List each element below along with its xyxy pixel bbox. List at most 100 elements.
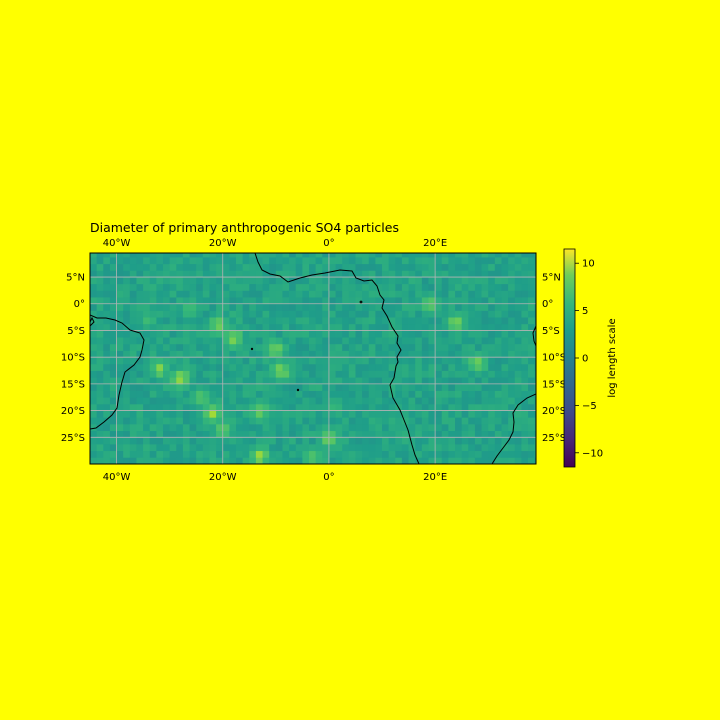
grid-cell <box>421 363 429 371</box>
grid-cell <box>189 337 197 345</box>
grid-cell <box>242 417 250 425</box>
grid-cell <box>508 390 516 398</box>
grid-cell <box>176 277 184 285</box>
grid-cell <box>534 457 536 464</box>
grid-cell <box>348 317 356 325</box>
grid-cell <box>143 323 151 331</box>
grid-cell <box>401 277 409 285</box>
grid-cell <box>488 253 496 258</box>
grid-cell <box>149 397 157 405</box>
grid-cell <box>262 253 270 258</box>
grid-cell <box>309 390 317 398</box>
grid-cell <box>455 417 463 425</box>
grid-cell <box>508 277 516 285</box>
grid-cell <box>269 417 277 425</box>
grid-cell <box>514 330 522 338</box>
grid-cell <box>96 317 104 325</box>
grid-cell <box>388 350 396 358</box>
grid-cell <box>249 437 257 445</box>
grid-cell <box>335 383 343 391</box>
grid-cell <box>143 370 151 378</box>
grid-cell <box>116 310 124 318</box>
grid-cell <box>216 370 224 378</box>
grid-cell <box>136 443 144 452</box>
grid-cell <box>408 257 416 265</box>
grid-cell <box>196 270 204 278</box>
grid-cell <box>109 390 117 398</box>
grid-cell <box>176 290 184 298</box>
grid-cell <box>149 303 157 311</box>
grid-cell <box>176 437 184 445</box>
grid-cell <box>90 430 98 438</box>
grid-cell <box>229 257 237 265</box>
grid-cell <box>242 343 250 351</box>
grid-cell <box>322 330 330 338</box>
grid-cell <box>176 350 184 358</box>
grid-cell <box>448 310 456 318</box>
grid-cell <box>262 310 270 318</box>
grid-cell <box>202 253 210 258</box>
grid-cell <box>249 330 257 338</box>
grid-cell <box>216 410 224 418</box>
grid-cell <box>461 403 469 411</box>
grid-cell <box>116 350 124 358</box>
grid-cell <box>401 350 409 358</box>
grid-cell <box>355 303 363 311</box>
grid-cell <box>534 263 536 271</box>
grid-cell <box>461 417 469 425</box>
grid-cell <box>289 303 297 311</box>
grid-cell <box>494 443 502 452</box>
grid-cell <box>468 430 476 438</box>
grid-cell <box>488 350 496 358</box>
grid-cell <box>395 283 403 291</box>
grid-cell <box>328 297 336 305</box>
grid-cell <box>103 330 111 338</box>
grid-cell <box>415 303 423 311</box>
grid-cell <box>163 410 171 418</box>
grid-cell <box>388 337 396 345</box>
grid-cell <box>315 297 323 305</box>
grid-cell <box>163 443 171 452</box>
grid-cell <box>156 363 164 371</box>
grid-cell <box>189 423 197 432</box>
grid-cell <box>309 263 317 271</box>
grid-cell <box>123 383 131 391</box>
grid-cell <box>441 370 449 378</box>
grid-cell <box>302 303 310 311</box>
grid-cell <box>521 397 529 405</box>
grid-cell <box>401 403 409 411</box>
grid-cell <box>143 317 151 325</box>
grid-cell <box>362 270 370 278</box>
grid-cell <box>468 363 476 371</box>
grid-cell <box>468 310 476 318</box>
grid-cell <box>96 383 104 391</box>
grid-cell <box>136 337 144 345</box>
grid-cell <box>375 303 383 311</box>
grid-cell <box>388 370 396 378</box>
grid-cell <box>335 350 343 358</box>
grid-cell <box>163 317 171 325</box>
grid-cell <box>90 417 98 425</box>
grid-cell <box>90 290 98 298</box>
grid-cell <box>421 443 429 452</box>
grid-cell <box>129 430 137 438</box>
grid-cell <box>428 343 436 351</box>
grid-cell <box>156 257 164 265</box>
grid-cell <box>488 303 496 311</box>
grid-cell <box>322 363 330 371</box>
grid-cell <box>269 297 277 305</box>
grid-cell <box>322 410 330 418</box>
grid-cell <box>315 423 323 432</box>
grid-cell <box>435 417 443 425</box>
grid-cell <box>514 263 522 271</box>
grid-cell <box>461 263 469 271</box>
grid-cell <box>348 457 356 464</box>
grid-cell <box>169 423 177 432</box>
grid-cell <box>401 370 409 378</box>
grid-cell <box>96 443 104 452</box>
grid-cell <box>255 290 263 298</box>
grid-cell <box>488 263 496 271</box>
grid-cell <box>455 370 463 378</box>
grid-cell <box>143 303 151 311</box>
grid-cell <box>415 430 423 438</box>
